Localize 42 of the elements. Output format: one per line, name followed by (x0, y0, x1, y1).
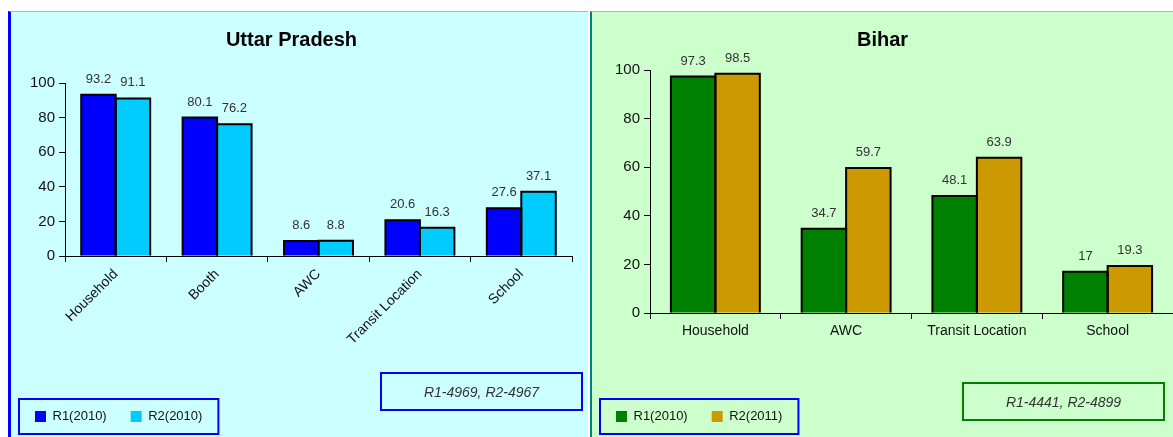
y-tick-label: 0 (46, 246, 55, 264)
y-tick-label: 20 (38, 211, 55, 229)
data-label: 8.6 (292, 217, 311, 233)
x-tick-label: AWC (830, 322, 863, 339)
legend-label: R2(2010) (148, 408, 203, 424)
data-label: 34.7 (811, 204, 837, 220)
y-tick-label: 0 (631, 303, 640, 321)
y-tick-label: 40 (623, 205, 640, 223)
data-label: 20.6 (390, 196, 416, 212)
y-tick-label: 60 (623, 157, 640, 175)
legend-label: R1(2010) (52, 408, 107, 424)
data-label: 97.3 (680, 52, 706, 68)
chart-title: Uttar Pradesh (225, 27, 358, 50)
legend-label: R1(2010) (633, 408, 688, 424)
data-label: 19.3 (1117, 242, 1143, 258)
data-label: 93.2 (85, 70, 112, 86)
y-tick-label: 80 (623, 108, 640, 126)
y-tick-label: 40 (38, 176, 55, 194)
legend-label: R2(2011) (729, 408, 783, 424)
y-tick-label: 80 (38, 107, 55, 125)
y-tick-label: 20 (623, 254, 640, 272)
x-tick-label: School (1086, 322, 1130, 339)
text: R1-4441, R2-4899 (1005, 393, 1122, 410)
data-label: 98.5 (724, 49, 751, 65)
x-tick-label: Household (681, 322, 749, 339)
data-label: 76.2 (221, 100, 247, 116)
chart-title: Bihar (856, 27, 909, 50)
data-label: 37.1 (525, 167, 552, 183)
data-label: 59.7 (855, 144, 882, 160)
data-label: 48.1 (941, 172, 968, 188)
data-label: 80.1 (187, 93, 213, 109)
text: R1-4969, R2-4967 (423, 383, 540, 400)
data-label: 27.6 (491, 184, 517, 200)
data-label: 16.3 (424, 203, 450, 219)
y-tick-label: 100 (29, 73, 55, 91)
x-tick-label: Transit Location (927, 322, 1027, 339)
y-tick-label: 100 (614, 60, 640, 78)
data-label: 63.9 (986, 133, 1012, 149)
y-tick-label: 60 (38, 142, 55, 160)
data-label: 8.8 (326, 216, 345, 232)
data-label: 91.1 (120, 74, 146, 90)
data-label: 17 (1078, 247, 1093, 263)
